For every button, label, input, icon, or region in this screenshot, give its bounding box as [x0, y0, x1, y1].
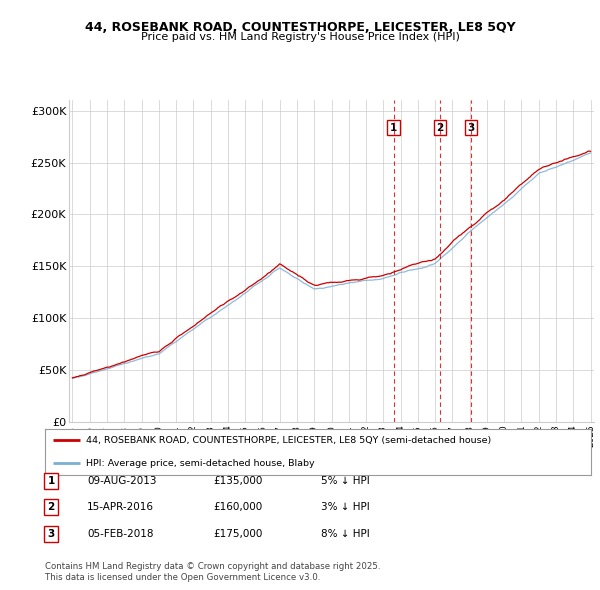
Text: Contains HM Land Registry data © Crown copyright and database right 2025.
This d: Contains HM Land Registry data © Crown c…	[45, 562, 380, 582]
Text: HPI: Average price, semi-detached house, Blaby: HPI: Average price, semi-detached house,…	[86, 459, 314, 468]
Text: 2: 2	[47, 503, 55, 512]
Text: 3: 3	[47, 529, 55, 539]
Text: 8% ↓ HPI: 8% ↓ HPI	[321, 529, 370, 539]
Text: 1: 1	[47, 476, 55, 486]
Text: 15-APR-2016: 15-APR-2016	[87, 503, 154, 512]
Text: 44, ROSEBANK ROAD, COUNTESTHORPE, LEICESTER, LE8 5QY: 44, ROSEBANK ROAD, COUNTESTHORPE, LEICES…	[85, 21, 515, 34]
Text: Price paid vs. HM Land Registry's House Price Index (HPI): Price paid vs. HM Land Registry's House …	[140, 32, 460, 42]
Text: £160,000: £160,000	[213, 503, 262, 512]
Text: £135,000: £135,000	[213, 476, 262, 486]
Text: 3: 3	[467, 123, 475, 133]
Text: 05-FEB-2018: 05-FEB-2018	[87, 529, 154, 539]
Text: 3% ↓ HPI: 3% ↓ HPI	[321, 503, 370, 512]
Text: 1: 1	[390, 123, 397, 133]
Text: £175,000: £175,000	[213, 529, 262, 539]
Text: 09-AUG-2013: 09-AUG-2013	[87, 476, 157, 486]
Text: 2: 2	[436, 123, 443, 133]
Text: 44, ROSEBANK ROAD, COUNTESTHORPE, LEICESTER, LE8 5QY (semi-detached house): 44, ROSEBANK ROAD, COUNTESTHORPE, LEICES…	[86, 436, 491, 445]
Text: 5% ↓ HPI: 5% ↓ HPI	[321, 476, 370, 486]
